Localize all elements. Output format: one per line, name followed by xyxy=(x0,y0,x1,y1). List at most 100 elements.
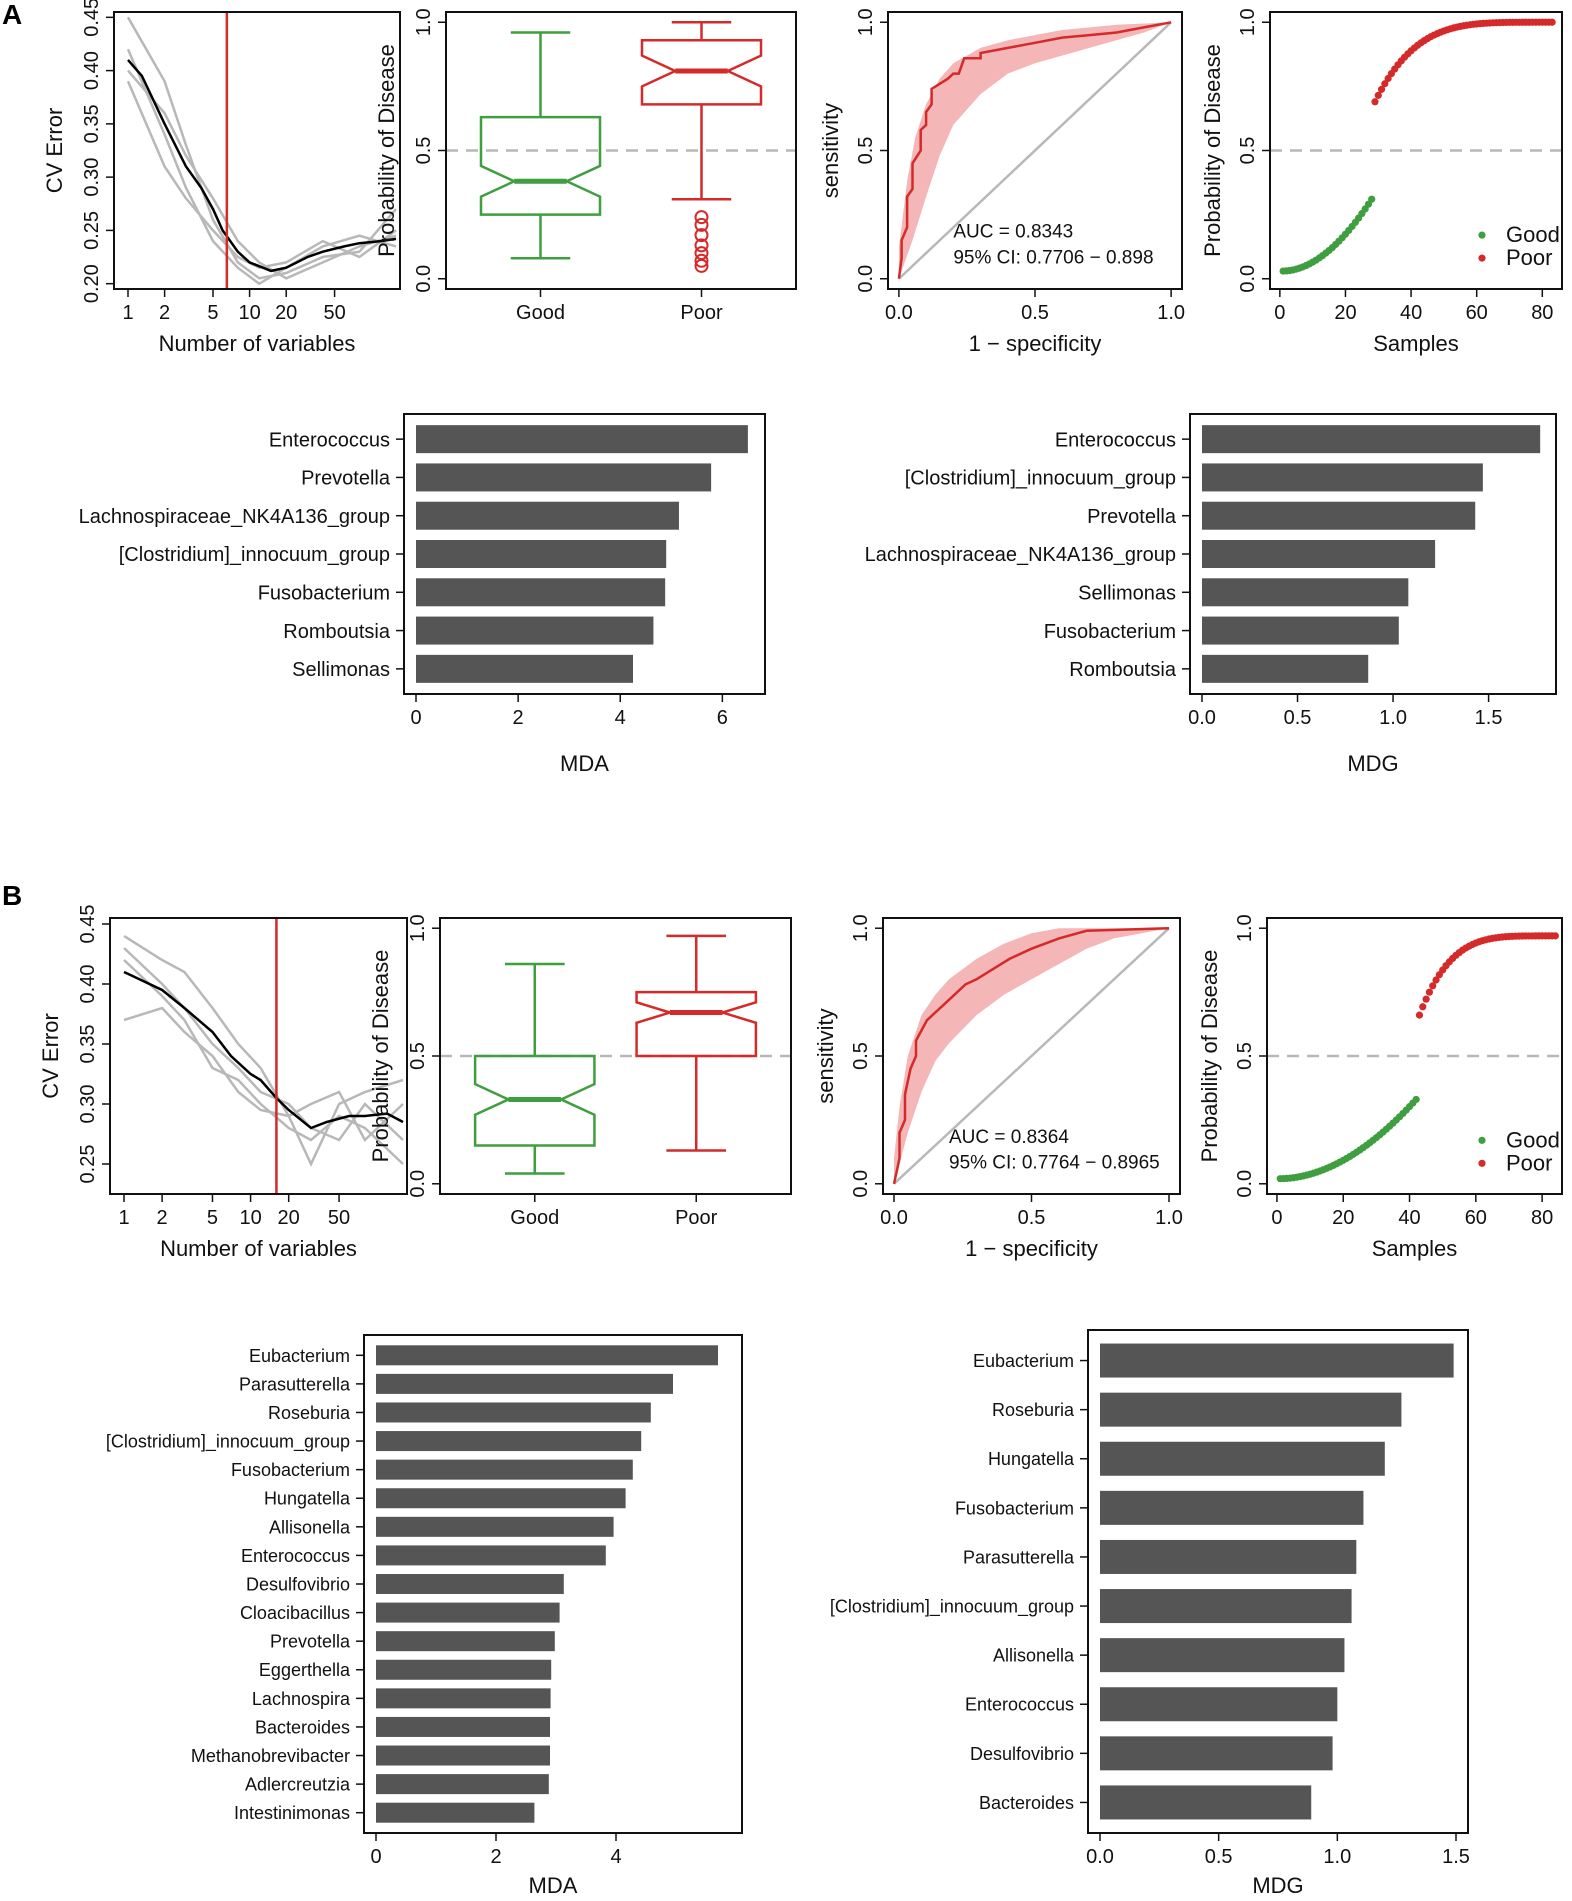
B_mda-chart: Eubacterium Parasutterella Roseburia [Clost… xyxy=(106,1334,743,1898)
x-tick-label: Good xyxy=(510,1207,559,1229)
importance-bar xyxy=(416,578,666,607)
box-poor xyxy=(640,21,763,273)
y-tick-label: 0.5 xyxy=(1237,137,1259,165)
taxon-label: Methanobrevibacter xyxy=(191,1746,350,1766)
box-good xyxy=(473,962,596,1175)
y-tick-label: 0.5 xyxy=(855,137,877,165)
taxon-label: Eggerthella xyxy=(259,1660,351,1680)
x-tick-label: 20 xyxy=(1334,302,1356,324)
x-tick-label: 0.0 xyxy=(1086,1846,1114,1868)
x-tick-label: 1.5 xyxy=(1442,1846,1470,1868)
x-tick-label: 0 xyxy=(1274,302,1285,324)
x-tick-label: 10 xyxy=(239,1207,261,1229)
box-outlier xyxy=(694,217,709,232)
y-tick-label: 1.0 xyxy=(1234,914,1256,942)
sample-point-poor xyxy=(1415,1011,1424,1019)
importance-bar xyxy=(1202,425,1541,454)
y-axis-label: Probability of Disease xyxy=(374,44,399,257)
x-tick-label: 0 xyxy=(1271,1207,1282,1229)
x-axis-label: MDA xyxy=(560,751,609,776)
x-tick-label: 0.5 xyxy=(1018,1207,1046,1229)
importance-bar xyxy=(376,1373,673,1394)
importance-bar xyxy=(416,463,712,492)
y-tick-label: 0.30 xyxy=(81,158,103,197)
importance-bar xyxy=(376,1745,550,1766)
roc-ci-band xyxy=(894,928,1169,1184)
taxon-label: [Clostridium]_innocuum_group xyxy=(905,468,1176,490)
sample-point-poor xyxy=(1432,976,1440,984)
x-tick-label: 0.5 xyxy=(1205,1846,1233,1868)
taxon-label: Bacteroides xyxy=(255,1717,350,1737)
x-axis-label: 1 − specificity xyxy=(965,1236,1098,1261)
x-tick-label: 10 xyxy=(238,302,260,324)
sample-point-poor xyxy=(1425,988,1434,996)
A_cv-chart: 0.20 0.25 0.30 0.35 0.40 0.45 1 2 5 10 20 50 Number … xyxy=(42,0,401,356)
taxon-label: Fusobacterium xyxy=(955,1498,1074,1518)
box-outlier xyxy=(694,210,709,225)
cv-fold-line xyxy=(123,947,404,1142)
y-tick-label: 0.35 xyxy=(77,1025,99,1064)
taxon-label: Prevotella xyxy=(270,1632,351,1652)
cv-mean-line xyxy=(127,59,397,273)
y-tick-label: 0.5 xyxy=(850,1042,872,1070)
y-tick-label: 0.25 xyxy=(77,1145,99,1184)
x-axis-label: Samples xyxy=(1372,1236,1458,1261)
importance-bar xyxy=(376,1488,626,1509)
x-axis-label: MDA xyxy=(529,1873,578,1898)
cv-fold-line xyxy=(126,80,397,270)
importance-bar xyxy=(376,1574,564,1594)
taxon-label: Romboutsia xyxy=(283,621,391,643)
y-axis-label: sensitivity xyxy=(818,103,843,198)
taxon-label: [Clostridium]_innocuum_group xyxy=(830,1597,1074,1618)
sample-point-poor xyxy=(1429,982,1437,990)
A_mda-chart: Enterococcus Prevotella Lachnospiraceae_NK… xyxy=(79,413,766,776)
box-poor xyxy=(635,934,758,1152)
plot-frame xyxy=(445,11,797,290)
importance-bar xyxy=(1100,1736,1333,1771)
x-axis-label: Number of variables xyxy=(160,1236,357,1261)
x-tick-label: 1.0 xyxy=(1379,707,1407,729)
importance-bar xyxy=(1100,1638,1345,1673)
importance-bar xyxy=(376,1659,552,1680)
y-tick-label: 0.45 xyxy=(77,905,99,944)
x-tick-label: 6 xyxy=(717,707,728,729)
roc-diagonal xyxy=(898,21,1172,280)
sample-point-poor xyxy=(1381,80,1389,88)
roc-ci-band xyxy=(898,22,1172,279)
x-tick-label: 1.5 xyxy=(1475,707,1503,729)
x-tick-label: 50 xyxy=(323,302,345,324)
x-tick-label: 2 xyxy=(159,302,170,324)
y-tick-label: 0.20 xyxy=(81,264,103,303)
importance-bar xyxy=(1202,654,1369,683)
importance-bar xyxy=(416,540,667,568)
B_mdg-chart: Eubacterium Roseburia Hungatella Fusobacter… xyxy=(830,1329,1470,1898)
taxon-label: Fusobacterium xyxy=(258,582,390,604)
taxon-label: Fusobacterium xyxy=(231,1460,350,1480)
ci-label: 95% CI: 0.7764 − 0.8965 xyxy=(949,1152,1160,1173)
y-tick-label: 0.0 xyxy=(407,1170,429,1198)
B_cv-chart: 0.25 0.30 0.35 0.40 0.45 1 2 5 10 20 50 Number of v… xyxy=(38,905,408,1261)
taxon-label: Enterococcus xyxy=(241,1546,350,1566)
taxon-label: Eubacterium xyxy=(249,1346,350,1366)
taxon-label: [Clostridium]_innocuum_group xyxy=(106,1432,350,1453)
x-tick-label: 5 xyxy=(207,1207,218,1229)
taxon-label: Sellimonas xyxy=(1078,582,1176,604)
taxon-label: Enterococcus xyxy=(1055,429,1176,451)
roc-curve xyxy=(892,926,1170,1185)
x-tick-label: 0.0 xyxy=(1188,707,1216,729)
panel-label-b: B xyxy=(2,880,22,911)
x-tick-label: 0.0 xyxy=(885,302,913,324)
x-tick-label: 20 xyxy=(275,302,297,324)
y-tick-label: 1.0 xyxy=(407,914,429,942)
roc-diagonal xyxy=(893,927,1170,1185)
importance-bar xyxy=(1100,1490,1364,1525)
x-tick-label: 60 xyxy=(1466,302,1488,324)
box-outlier xyxy=(694,238,709,253)
taxon-label: Adlercreutzia xyxy=(245,1775,351,1795)
y-tick-label: 1.0 xyxy=(855,8,877,36)
x-axis-label: Number of variables xyxy=(159,331,356,356)
auc-label: AUC = 0.8364 xyxy=(949,1127,1069,1148)
y-axis-label: sensitivity xyxy=(813,1008,838,1103)
